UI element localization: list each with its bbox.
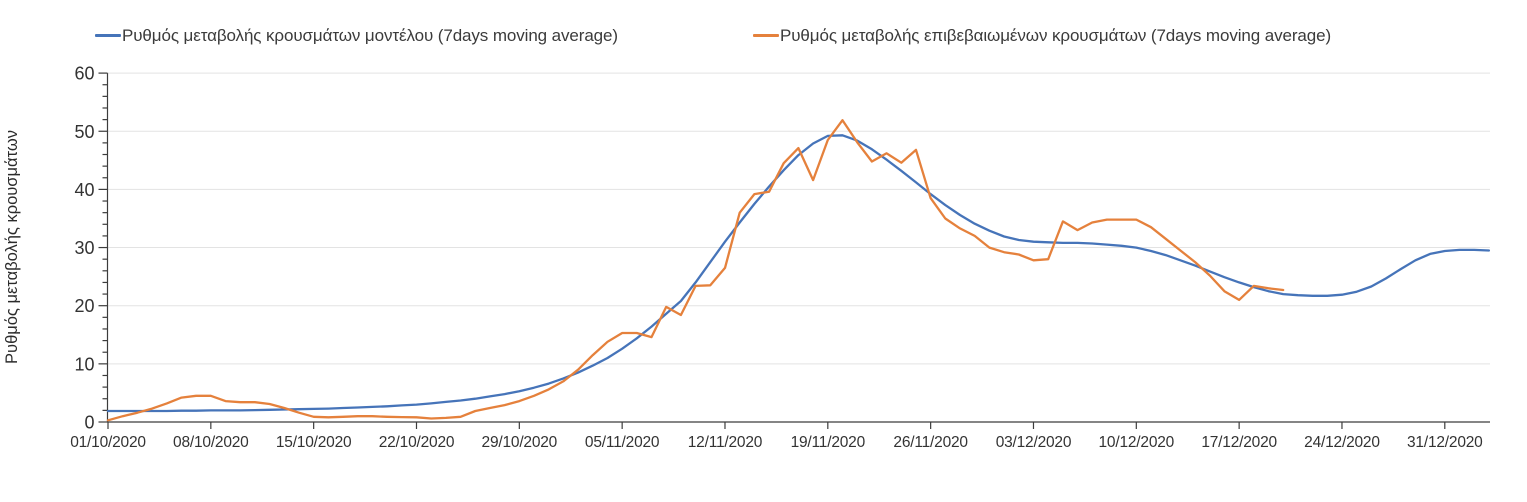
x-tick-label: 05/11/2020 bbox=[585, 434, 660, 451]
legend-label-confirmed: Ρυθμός μεταβολής επιβεβαιωμένων κρουσμάτ… bbox=[780, 26, 1332, 45]
x-tick-label: 24/12/2020 bbox=[1304, 434, 1380, 451]
x-tick-label: 26/11/2020 bbox=[893, 434, 968, 451]
series-line-confirmed[interactable] bbox=[106, 119, 1285, 422]
legend-line-marker-confirmed bbox=[753, 34, 779, 37]
x-tick-label: 08/10/2020 bbox=[173, 434, 249, 451]
y-tick-label: 50 bbox=[74, 122, 94, 142]
axis-layer: 0 10 20 30 40 50 60 01/10/2020 08/10/2020 15/10/2… bbox=[70, 64, 1490, 451]
x-tick-label: 22/10/2020 bbox=[379, 434, 455, 451]
x-tick-label: 29/10/2020 bbox=[482, 434, 558, 451]
legend-label-model: Ρυθμός μεταβολής κρουσμάτων μοντέλου (7d… bbox=[122, 26, 618, 45]
y-tick-label: 30 bbox=[74, 238, 94, 258]
x-tick-label: 01/10/2020 bbox=[70, 434, 146, 451]
grid-layer bbox=[107, 72, 1490, 365]
y-tick-label: 0 bbox=[84, 413, 94, 433]
series-line-model[interactable] bbox=[106, 134, 1491, 413]
y-tick-label: 20 bbox=[74, 296, 94, 316]
x-tick-label: 17/12/2020 bbox=[1201, 434, 1277, 451]
x-tick-label: 15/10/2020 bbox=[276, 434, 352, 451]
y-axis-title: Ρυθμός μεταβολής κρουσμάτων bbox=[3, 130, 21, 364]
x-tick-label: 10/12/2020 bbox=[1099, 434, 1175, 451]
x-tick-label: 31/12/2020 bbox=[1407, 434, 1483, 451]
x-tick-label: 19/11/2020 bbox=[791, 434, 866, 451]
y-tick-label: 60 bbox=[74, 64, 94, 84]
legend-line-marker-model bbox=[95, 34, 121, 37]
legend-item[interactable]: Ρυθμός μεταβολής κρουσμάτων μοντέλου (7d… bbox=[95, 26, 618, 45]
x-tick-label: 03/12/2020 bbox=[996, 434, 1072, 451]
x-tick-label: 12/11/2020 bbox=[688, 434, 763, 451]
y-tick-label: 40 bbox=[74, 180, 94, 200]
series-layer bbox=[106, 119, 1491, 422]
legend-item[interactable]: Ρυθμός μεταβολής επιβεβαιωμένων κρουσμάτ… bbox=[753, 26, 1331, 45]
y-tick-label: 10 bbox=[74, 354, 94, 374]
